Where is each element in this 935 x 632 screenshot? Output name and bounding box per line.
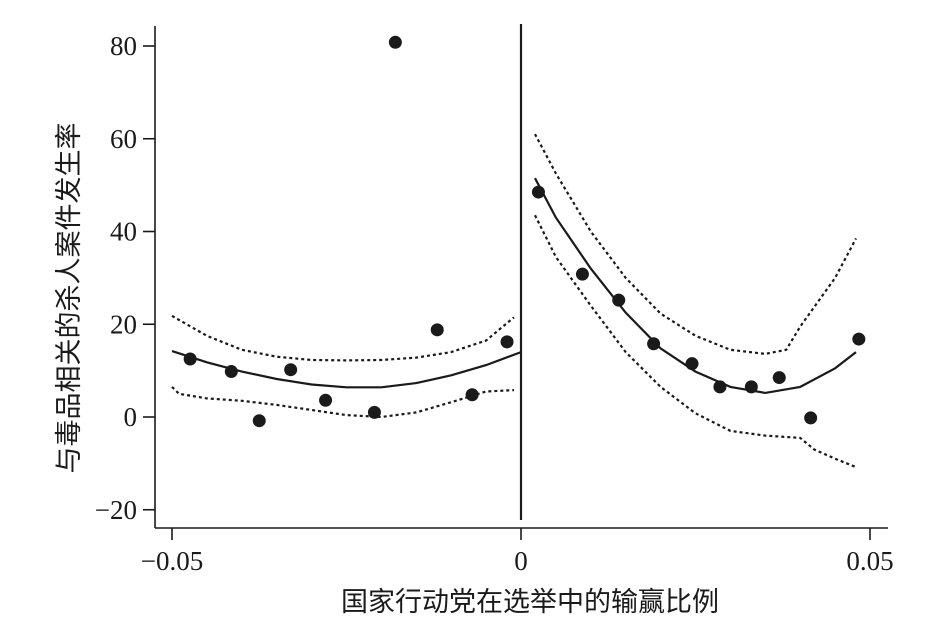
axes: [154, 24, 888, 529]
data-point: [575, 267, 589, 281]
y-tick-label: 40: [110, 217, 137, 247]
data-point: [744, 380, 758, 394]
ci-upper-left: [171, 314, 515, 362]
data-point: [430, 323, 444, 337]
data-point: [224, 365, 238, 379]
x-tick-label: −0.05: [141, 546, 203, 576]
data-point: [284, 363, 298, 377]
x-tick-label: 0: [514, 546, 528, 576]
fit-line-left: [171, 350, 522, 389]
data-point: [647, 337, 661, 351]
data-point: [252, 414, 266, 428]
scatter-points: [183, 35, 866, 428]
ci-lower-right: [534, 214, 857, 469]
confidence-bands: [171, 133, 857, 469]
data-point: [465, 388, 479, 402]
x-tick-label: 0.05: [846, 546, 893, 576]
x-ticks: −0.05 0 0.05: [141, 528, 894, 576]
data-point: [713, 380, 727, 394]
data-point: [804, 411, 818, 425]
fitted-curves: [171, 177, 857, 395]
data-point: [388, 35, 402, 49]
x-axis-title: 国家行动党在选举中的输赢比例: [341, 587, 719, 618]
y-tick-label: 0: [124, 402, 138, 432]
data-point: [319, 393, 333, 407]
y-axis-title: 与毒品相关的杀人案件发生率: [54, 123, 85, 474]
data-point: [772, 371, 786, 385]
y-ticks: −20 0 20 40 60 80: [95, 31, 155, 525]
data-point: [500, 335, 514, 349]
y-tick-label: −20: [95, 495, 137, 525]
data-point: [183, 352, 197, 366]
ci-upper-right: [534, 133, 857, 356]
data-point: [531, 185, 545, 199]
fit-line-right: [534, 177, 857, 395]
y-tick-label: 60: [110, 124, 137, 154]
y-tick-label: 80: [110, 31, 137, 61]
data-point: [612, 293, 626, 307]
data-point: [685, 357, 699, 371]
data-point: [367, 405, 381, 419]
y-tick-label: 20: [110, 309, 137, 339]
ci-lower-left: [171, 386, 515, 419]
data-point: [852, 332, 866, 346]
